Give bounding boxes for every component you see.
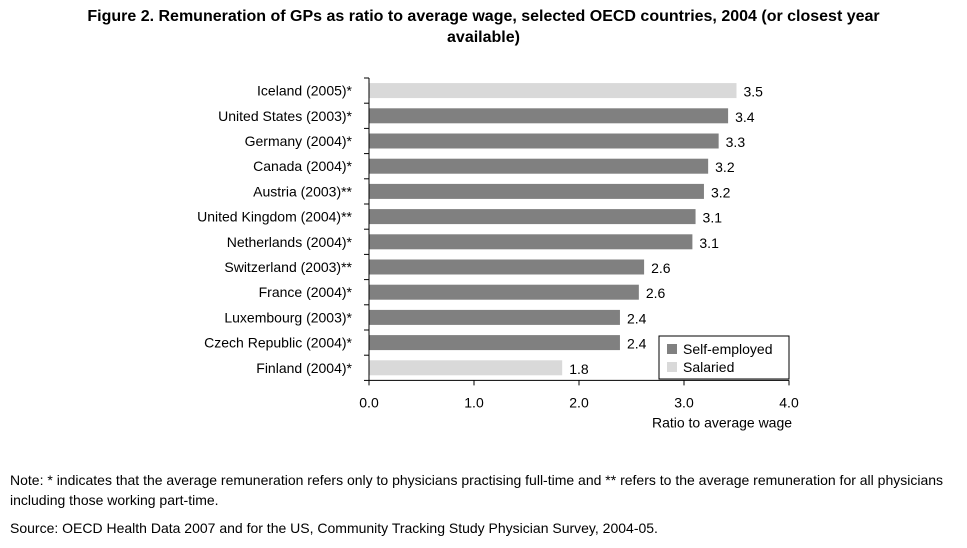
category-label: France (2004)* — [259, 284, 353, 300]
category-label: Germany (2004)* — [245, 133, 353, 149]
bar — [369, 360, 563, 376]
chart-title-line-1: Figure 2. Remuneration of GPs as ratio t… — [87, 8, 880, 25]
value-label: 3.1 — [703, 210, 723, 226]
value-label: 3.2 — [711, 184, 731, 200]
category-label: Luxembourg (2003)* — [224, 309, 352, 325]
category-label: Iceland (2005)* — [257, 83, 353, 99]
legend-swatch — [667, 344, 677, 354]
value-label: 3.5 — [744, 84, 764, 100]
value-labels: 3.5 3.4 3.3 3.2 3.2 3.1 3.1 2.6 2.6 2.4 2.4 1.8 — [569, 84, 763, 377]
x-tick-label: 4.0 — [779, 394, 799, 410]
value-label: 2.4 — [627, 336, 647, 352]
category-label: Czech Republic (2004)* — [204, 335, 352, 351]
value-label: 2.4 — [627, 310, 647, 326]
x-tick-label: 1.0 — [464, 394, 484, 410]
category-label: United States (2003)* — [218, 108, 352, 124]
x-tick-label: 0.0 — [359, 394, 379, 410]
legend-label: Self-employed — [683, 341, 773, 357]
bar — [369, 309, 620, 325]
category-label: Switzerland (2003)** — [224, 259, 352, 275]
bar — [369, 335, 620, 351]
value-label: 3.2 — [715, 159, 735, 175]
legend-label: Salaried — [683, 359, 734, 375]
bar — [369, 183, 704, 199]
value-label: 3.1 — [699, 235, 719, 251]
source-note: Source: OECD Health Data 2007 and for th… — [10, 520, 658, 536]
value-label: 3.4 — [735, 109, 755, 125]
category-label: Canada (2004)* — [253, 158, 352, 174]
value-label: 1.8 — [569, 361, 589, 377]
bar — [369, 234, 693, 250]
bar — [369, 259, 645, 275]
bar — [369, 158, 709, 174]
bar — [369, 133, 719, 149]
bar — [369, 108, 729, 124]
x-axis-ticks: 0.0 1.0 2.0 3.0 4.0 — [359, 380, 799, 410]
bar — [369, 209, 696, 225]
bar — [369, 83, 737, 99]
category-labels: Iceland (2005)* United States (2003)* Germ… — [197, 83, 352, 376]
chart-title-line-2: available) — [447, 29, 520, 46]
chart-title: Figure 2. Remuneration of GPs as ratio t… — [0, 6, 967, 48]
category-label: Netherlands (2004)* — [227, 234, 353, 250]
x-tick-label: 2.0 — [569, 394, 589, 410]
bars-group — [369, 83, 737, 376]
x-axis-label: Ratio to average wage — [652, 414, 792, 430]
category-label: United Kingdom (2004)** — [197, 209, 352, 225]
y-axis-ticks — [364, 77, 369, 381]
bar — [369, 284, 639, 300]
category-label: Austria (2003)** — [253, 183, 352, 199]
legend: Self-employed Salaried — [658, 335, 790, 380]
footnote: Note: * indicates that the average remun… — [10, 472, 944, 508]
legend-swatch — [667, 362, 677, 372]
category-label: Finland (2004)* — [256, 360, 352, 376]
value-label: 2.6 — [646, 285, 666, 301]
value-label: 2.6 — [651, 260, 671, 276]
value-label: 3.3 — [726, 134, 746, 150]
legend-box — [658, 335, 790, 380]
x-tick-label: 3.0 — [674, 394, 694, 410]
